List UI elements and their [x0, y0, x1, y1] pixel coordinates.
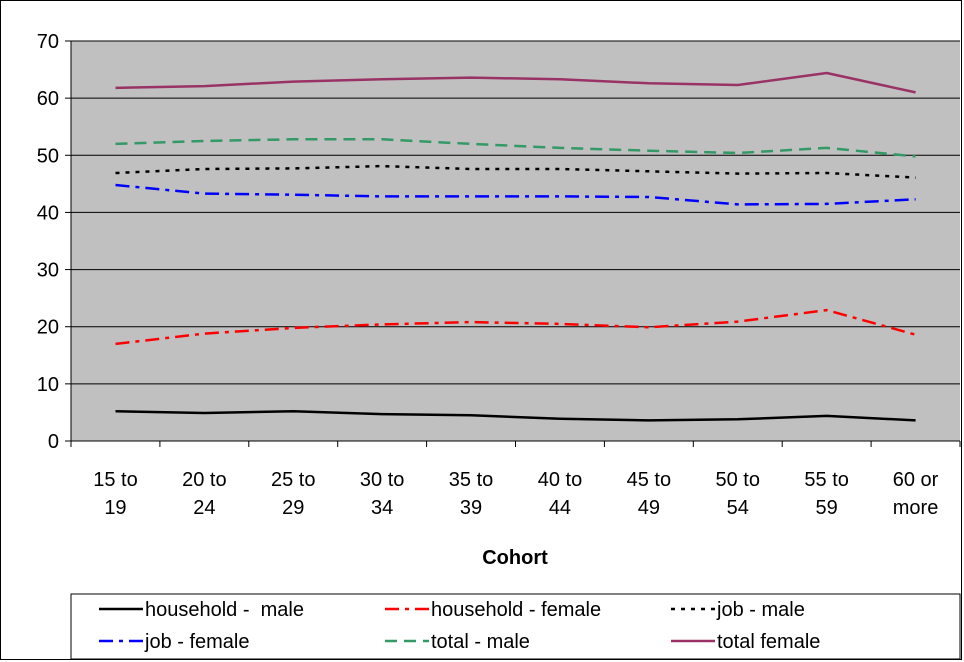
y-tick-label: 70 — [37, 31, 59, 53]
series-line-5 — [115, 138, 916, 158]
x-tick-label: 25 to 29 — [271, 469, 315, 519]
series-line-1 — [115, 410, 916, 422]
x-tick-label: 45 to 49 — [627, 469, 671, 519]
plot-area — [71, 41, 960, 441]
y-tick-label: 40 — [37, 202, 59, 224]
legend-label: job - male — [716, 599, 805, 621]
y-tick-label: 30 — [37, 260, 59, 282]
y-tick-labels: 0 10 20 30 40 50 60 70 — [37, 31, 59, 453]
series-line-2 — [115, 308, 916, 346]
series-lines — [115, 71, 916, 422]
series-line-4 — [115, 183, 916, 206]
series-line-6 — [115, 71, 916, 94]
x-tick-label: 35 to 39 — [449, 469, 493, 519]
legend-label: total - male — [431, 631, 530, 653]
grid-lines — [71, 40, 960, 385]
legend-label: household - female — [431, 599, 601, 621]
x-tick-label: 60 or more — [893, 469, 939, 519]
x-tick-label: 50 to 54 — [716, 469, 760, 519]
legend-label: household - male — [145, 599, 304, 621]
y-tick-label: 50 — [37, 145, 59, 167]
legend-box — [70, 593, 961, 660]
series-line-3 — [115, 164, 916, 179]
x-tick-label: 40 to 44 — [538, 469, 582, 519]
x-tick-label: 20 to 24 — [182, 469, 226, 519]
y-tick-label: 0 — [48, 431, 59, 453]
x-tick-label: 55 to 59 — [804, 469, 848, 519]
y-tick-label: 20 — [37, 317, 59, 339]
y-tick-label: 10 — [37, 374, 59, 396]
legend-label: job - female — [144, 631, 250, 653]
x-axis-title: Cohort — [482, 547, 548, 569]
x-tick-labels: 15 to 19 20 to 24 25 to 29 30 to 34 35 to 39 40 to… — [93, 469, 938, 519]
x-tick-label: 15 to 19 — [93, 469, 137, 519]
x-tick-label: 30 to 34 — [360, 469, 404, 519]
axes — [65, 40, 961, 447]
legend-label: total female — [717, 631, 820, 653]
legend: household - male household - female job - … — [70, 593, 961, 660]
y-tick-label: 60 — [37, 88, 59, 110]
